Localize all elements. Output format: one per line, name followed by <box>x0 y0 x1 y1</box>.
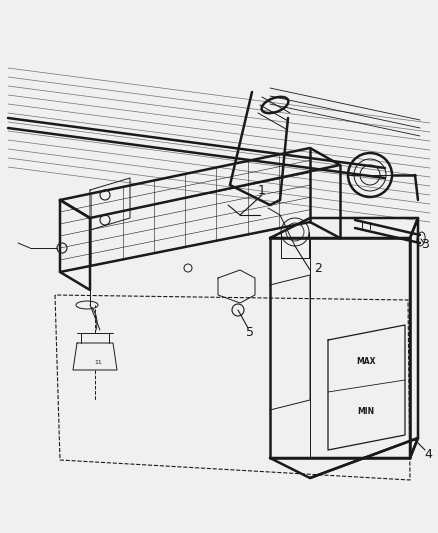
Text: 4: 4 <box>424 448 432 462</box>
Text: 2: 2 <box>314 262 322 274</box>
Text: MIN: MIN <box>357 408 374 416</box>
Text: 1: 1 <box>258 183 266 197</box>
Text: 11: 11 <box>94 360 102 366</box>
Text: 5: 5 <box>246 326 254 338</box>
Text: 3: 3 <box>421 238 429 252</box>
Text: MAX: MAX <box>356 358 376 367</box>
